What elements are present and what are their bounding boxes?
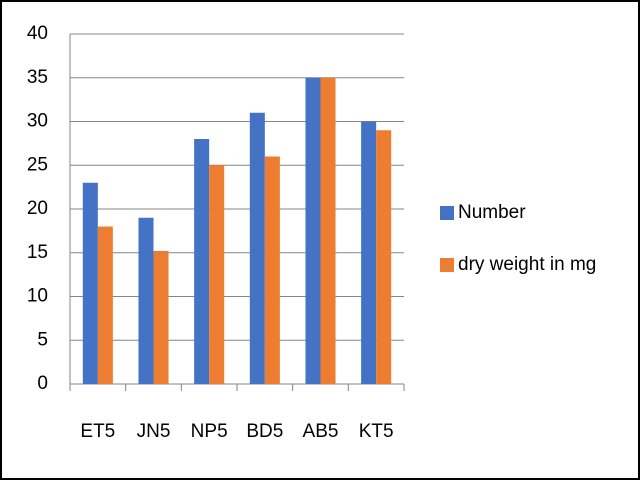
y-tick-label: 40 <box>27 23 48 44</box>
bar <box>153 251 169 384</box>
bar <box>138 217 154 384</box>
y-tick-label: 35 <box>27 67 48 88</box>
y-tick-label: 15 <box>27 242 48 263</box>
bar <box>82 182 98 384</box>
legend-swatch <box>440 206 454 220</box>
bar <box>249 112 265 384</box>
y-tick-label: 0 <box>37 373 48 394</box>
x-tick-label: BD5 <box>246 421 283 442</box>
bar <box>97 226 113 384</box>
bar <box>376 130 392 384</box>
bar <box>320 77 336 384</box>
y-tick-label: 20 <box>27 198 48 219</box>
y-tick-label: 10 <box>27 286 48 307</box>
y-tick-label: 5 <box>37 329 48 350</box>
legend-label: dry weight in mg <box>458 254 596 275</box>
bar <box>209 165 225 384</box>
x-tick-label: KT5 <box>359 421 394 442</box>
legend-swatch <box>440 258 454 272</box>
x-tick-label: ET5 <box>80 421 115 442</box>
x-tick-label: JN5 <box>137 421 171 442</box>
y-tick-label: 30 <box>27 111 48 132</box>
legend-label: Number <box>458 202 526 223</box>
x-tick-label: NP5 <box>191 421 228 442</box>
y-tick-label: 25 <box>27 154 48 175</box>
bar <box>194 139 210 384</box>
bar <box>264 156 280 384</box>
x-tick-label: AB5 <box>303 421 339 442</box>
bar <box>305 77 321 384</box>
bar <box>361 121 377 384</box>
